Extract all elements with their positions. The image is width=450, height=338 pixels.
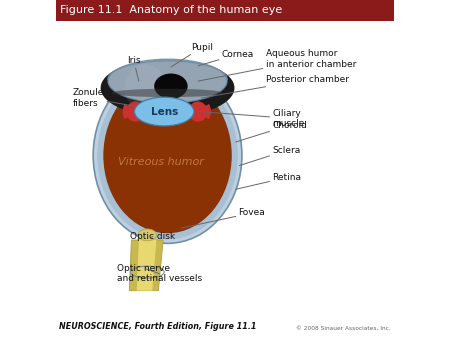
Text: Optic disk: Optic disk [130, 232, 176, 241]
Ellipse shape [104, 78, 232, 233]
Text: Fovea: Fovea [181, 209, 265, 228]
Ellipse shape [101, 59, 234, 117]
Text: Retina: Retina [236, 173, 302, 189]
Ellipse shape [126, 101, 145, 122]
Text: Ciliary
muscle: Ciliary muscle [199, 108, 305, 128]
Text: Figure 11.1  Anatomy of the human eye: Figure 11.1 Anatomy of the human eye [60, 5, 282, 16]
Text: Pupil: Pupil [171, 43, 213, 67]
FancyBboxPatch shape [56, 0, 394, 21]
Ellipse shape [135, 97, 194, 126]
Text: Zonule
fibers: Zonule fibers [73, 88, 136, 108]
Text: Optic nerve
and retinal vessels: Optic nerve and retinal vessels [117, 264, 202, 284]
Wedge shape [196, 104, 211, 119]
Ellipse shape [138, 229, 157, 241]
Polygon shape [137, 240, 157, 291]
Ellipse shape [154, 74, 188, 99]
Text: Vitreous humor: Vitreous humor [118, 157, 204, 167]
Text: Iris: Iris [127, 56, 140, 81]
Ellipse shape [125, 64, 166, 112]
Text: Sclera: Sclera [239, 146, 301, 166]
Text: Cornea: Cornea [198, 50, 254, 66]
Ellipse shape [112, 89, 223, 97]
Ellipse shape [93, 68, 242, 243]
Polygon shape [129, 240, 163, 291]
Ellipse shape [97, 72, 238, 239]
Ellipse shape [189, 101, 207, 122]
Text: © 2008 Sinauer Associates, Inc.: © 2008 Sinauer Associates, Inc. [296, 325, 391, 331]
Text: NEUROSCIENCE, Fourth Edition, Figure 11.1: NEUROSCIENCE, Fourth Edition, Figure 11.… [59, 321, 257, 331]
Ellipse shape [108, 59, 227, 103]
Text: Choroid: Choroid [236, 121, 307, 142]
Text: Posterior chamber: Posterior chamber [201, 75, 349, 98]
Text: Lens: Lens [151, 106, 178, 117]
Wedge shape [122, 104, 138, 119]
Text: Aqueous humor
in anterior chamber: Aqueous humor in anterior chamber [198, 49, 356, 81]
